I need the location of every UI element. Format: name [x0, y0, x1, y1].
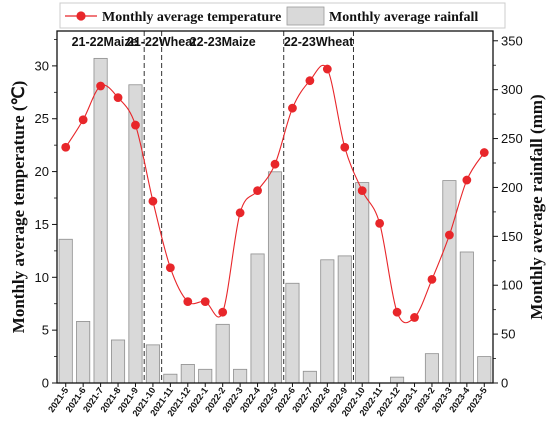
- rainfall-bars: [58, 57, 492, 384]
- temperature-point: [148, 196, 158, 206]
- period-label: 22-23Maize: [190, 35, 256, 49]
- axis-ticks: 0510152025300501001502002503003502021-52…: [35, 33, 523, 418]
- y-left-tick-label: 15: [35, 217, 49, 232]
- period-separators: [143, 31, 354, 383]
- temperature-point: [253, 186, 262, 196]
- y-right-tick-label: 300: [501, 82, 523, 97]
- temperature-point: [357, 186, 367, 196]
- rainfall-bar: [477, 356, 492, 384]
- temperature-point: [375, 218, 385, 228]
- rainfall-bar: [145, 344, 160, 384]
- rainfall-bar: [442, 180, 457, 384]
- period-label: 22-23Wheat: [284, 35, 354, 49]
- temperature-point: [305, 76, 315, 86]
- temperature-point: [340, 142, 350, 152]
- rainfall-bar: [93, 57, 108, 384]
- rainfall-bar: [215, 323, 230, 384]
- y-left-tick-label: 25: [35, 111, 49, 126]
- y-right-axis-title: Monthly average rainfall (mm): [527, 94, 546, 319]
- y-left-tick-label: 30: [35, 58, 49, 73]
- legend-temperature-label: Monthly average temperature: [102, 10, 281, 25]
- temperature-point: [131, 120, 140, 130]
- period-label: 21-22Maize: [72, 35, 138, 49]
- temperature-point: [183, 297, 193, 307]
- temperature-point: [200, 297, 210, 307]
- legend-rainfall-label: Monthly average rainfall: [329, 10, 478, 25]
- y-right-tick-label: 350: [501, 33, 523, 48]
- temperature-point: [462, 175, 472, 185]
- temperature-point: [322, 64, 332, 74]
- legend-box: [59, 2, 506, 29]
- period-label: 21-22Wheat: [127, 35, 197, 49]
- rainfall-bar: [128, 84, 143, 384]
- temperature-point: [288, 103, 297, 113]
- temperature-point: [218, 307, 228, 317]
- temperature-point: [78, 115, 88, 125]
- temperature-point: [96, 81, 105, 91]
- temperature-points: [61, 64, 489, 322]
- temperature-point: [427, 275, 437, 284]
- legend-rainfall-swatch: [286, 6, 325, 26]
- rainfall-bar: [111, 339, 126, 384]
- temperature-point: [479, 148, 489, 157]
- y-right-tick-label: 150: [501, 229, 523, 244]
- rainfall-bar: [163, 373, 178, 384]
- temperature-point: [165, 263, 175, 273]
- y-left-tick-label: 20: [35, 164, 49, 179]
- rainfall-bar: [459, 251, 474, 384]
- rainfall-bar: [302, 370, 317, 384]
- rainfall-bar: [390, 376, 405, 384]
- rainfall-bar: [58, 238, 73, 384]
- rainfall-bar: [320, 259, 335, 384]
- rainfall-bar: [424, 353, 439, 384]
- rainfall-bar: [233, 368, 248, 384]
- temperature-point: [410, 313, 419, 322]
- temperature-point: [61, 142, 71, 152]
- y-left-tick-label: 5: [42, 323, 49, 338]
- y-right-tick-label: 200: [501, 180, 523, 195]
- rainfall-bar: [285, 282, 300, 384]
- legend-temperature-marker: [76, 11, 86, 21]
- y-left-tick-label: 0: [42, 376, 49, 391]
- y-right-tick-label: 50: [501, 327, 515, 342]
- rainfall-bar: [337, 255, 352, 384]
- rainfall-bar: [355, 182, 370, 384]
- y-left-tick-label: 10: [35, 270, 49, 285]
- temperature-point: [270, 159, 280, 169]
- y-right-tick-label: 0: [501, 376, 508, 391]
- temperature-point: [235, 208, 245, 218]
- rainfall-bar: [250, 253, 265, 384]
- rainfall-bar: [180, 364, 195, 384]
- temperature-point: [392, 307, 402, 317]
- rainfall-bar: [267, 171, 283, 384]
- rainfall-bar: [76, 320, 91, 384]
- y-right-tick-label: 250: [501, 131, 523, 146]
- rainfall-bar: [198, 368, 213, 384]
- legend: Monthly average temperature Monthly aver…: [59, 2, 506, 29]
- temperature-point: [113, 93, 123, 102]
- y-left-axis-title: Monthly average temperature (℃): [9, 81, 28, 333]
- y-right-tick-label: 100: [501, 278, 523, 293]
- temperature-point: [445, 230, 454, 240]
